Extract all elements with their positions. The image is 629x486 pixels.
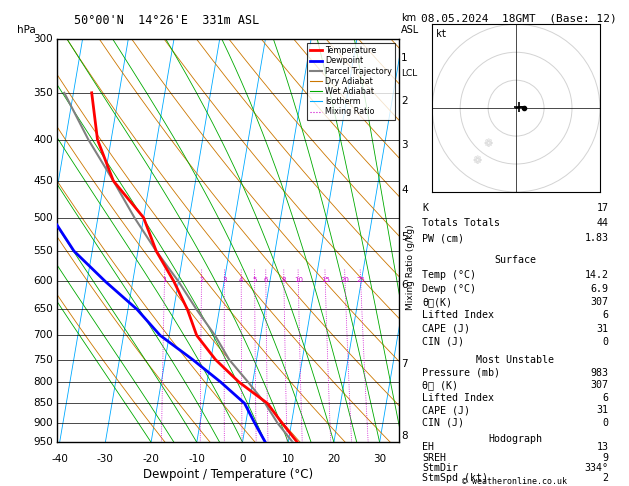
- Text: 17: 17: [596, 203, 608, 213]
- Text: 800: 800: [33, 377, 53, 387]
- Text: Pressure (mb): Pressure (mb): [422, 368, 500, 378]
- Text: Dewpoint / Temperature (°C): Dewpoint / Temperature (°C): [143, 469, 313, 482]
- Text: 300: 300: [33, 34, 53, 44]
- Text: 7: 7: [401, 359, 408, 369]
- Text: 9: 9: [603, 452, 608, 463]
- Text: Surface: Surface: [494, 255, 536, 265]
- Text: 6: 6: [603, 393, 608, 403]
- Text: 10: 10: [282, 454, 295, 464]
- Text: Temp (°C): Temp (°C): [422, 270, 476, 280]
- Text: 44: 44: [596, 218, 608, 228]
- Text: Totals Totals: Totals Totals: [422, 218, 500, 228]
- Text: 6: 6: [401, 280, 408, 290]
- Text: 750: 750: [33, 354, 53, 364]
- Text: -20: -20: [143, 454, 160, 464]
- Text: 20: 20: [340, 278, 350, 283]
- Text: 0: 0: [239, 454, 246, 464]
- Text: 700: 700: [33, 330, 53, 340]
- Text: 25: 25: [356, 278, 365, 283]
- Text: 15: 15: [321, 278, 330, 283]
- Text: 10: 10: [294, 278, 303, 283]
- Text: EH: EH: [422, 442, 434, 452]
- Text: © weatheronline.co.uk: © weatheronline.co.uk: [462, 476, 567, 486]
- Text: 5: 5: [252, 278, 257, 283]
- Text: 2: 2: [199, 278, 204, 283]
- Text: ❁: ❁: [472, 156, 482, 166]
- Text: 0: 0: [603, 418, 608, 428]
- Text: 2: 2: [603, 473, 608, 483]
- Text: 307: 307: [591, 297, 608, 307]
- Text: CIN (J): CIN (J): [422, 337, 464, 347]
- Text: θᴇ (K): θᴇ (K): [422, 381, 458, 390]
- Text: CAPE (J): CAPE (J): [422, 405, 470, 415]
- Text: 950: 950: [33, 437, 53, 447]
- Text: 650: 650: [33, 304, 53, 314]
- Text: 983: 983: [591, 368, 608, 378]
- Text: 5: 5: [401, 231, 408, 242]
- Text: kt: kt: [436, 29, 447, 39]
- Text: 6: 6: [603, 310, 608, 320]
- Text: 1: 1: [162, 278, 167, 283]
- Text: StmDir: StmDir: [422, 463, 458, 473]
- Text: Dewp (°C): Dewp (°C): [422, 284, 476, 294]
- Text: -40: -40: [51, 454, 68, 464]
- Legend: Temperature, Dewpoint, Parcel Trajectory, Dry Adiabat, Wet Adiabat, Isotherm, Mi: Temperature, Dewpoint, Parcel Trajectory…: [307, 43, 396, 120]
- Text: 1: 1: [401, 53, 408, 63]
- Text: 500: 500: [33, 213, 53, 223]
- Text: 31: 31: [596, 405, 608, 415]
- Text: 08.05.2024  18GMT  (Base: 12): 08.05.2024 18GMT (Base: 12): [421, 13, 617, 23]
- Text: K: K: [422, 203, 428, 213]
- Text: CAPE (J): CAPE (J): [422, 324, 470, 333]
- Text: 50°00'N  14°26'E  331m ASL: 50°00'N 14°26'E 331m ASL: [74, 14, 259, 27]
- Text: 450: 450: [33, 176, 53, 186]
- Text: StmSpd (kt): StmSpd (kt): [422, 473, 488, 483]
- Text: 8: 8: [401, 432, 408, 441]
- Text: 6: 6: [264, 278, 268, 283]
- Text: 14.2: 14.2: [584, 270, 608, 280]
- Text: 350: 350: [33, 88, 53, 98]
- Text: Most Unstable: Most Unstable: [476, 355, 554, 365]
- Text: -30: -30: [97, 454, 114, 464]
- Text: km
ASL: km ASL: [401, 13, 420, 35]
- Text: Mixing Ratio (g/kg): Mixing Ratio (g/kg): [406, 225, 415, 310]
- Text: 3: 3: [222, 278, 226, 283]
- Text: 850: 850: [33, 399, 53, 408]
- Text: 13: 13: [596, 442, 608, 452]
- Text: 0: 0: [603, 337, 608, 347]
- Text: CIN (J): CIN (J): [422, 418, 464, 428]
- Text: Hodograph: Hodograph: [488, 434, 542, 444]
- Text: 6.9: 6.9: [591, 284, 608, 294]
- Text: Lifted Index: Lifted Index: [422, 310, 494, 320]
- Text: SREH: SREH: [422, 452, 446, 463]
- Text: 2: 2: [401, 96, 408, 106]
- Text: hPa: hPa: [17, 25, 36, 35]
- Text: 334°: 334°: [584, 463, 608, 473]
- Text: θᴇ(K): θᴇ(K): [422, 297, 452, 307]
- Text: 900: 900: [33, 418, 53, 428]
- Text: 1.83: 1.83: [584, 233, 608, 243]
- Text: PW (cm): PW (cm): [422, 233, 464, 243]
- Text: 31: 31: [596, 324, 608, 333]
- Text: ❁: ❁: [484, 139, 493, 149]
- Text: 8: 8: [282, 278, 286, 283]
- Text: 3: 3: [401, 140, 408, 150]
- Text: LCL: LCL: [401, 69, 418, 78]
- Text: -10: -10: [188, 454, 205, 464]
- Text: 30: 30: [373, 454, 386, 464]
- Text: 400: 400: [33, 135, 53, 144]
- Text: Lifted Index: Lifted Index: [422, 393, 494, 403]
- Text: 550: 550: [33, 246, 53, 256]
- Text: 307: 307: [591, 381, 608, 390]
- Text: 600: 600: [33, 277, 53, 286]
- Text: 20: 20: [327, 454, 340, 464]
- Text: 4: 4: [401, 186, 408, 195]
- Text: 4: 4: [239, 278, 243, 283]
